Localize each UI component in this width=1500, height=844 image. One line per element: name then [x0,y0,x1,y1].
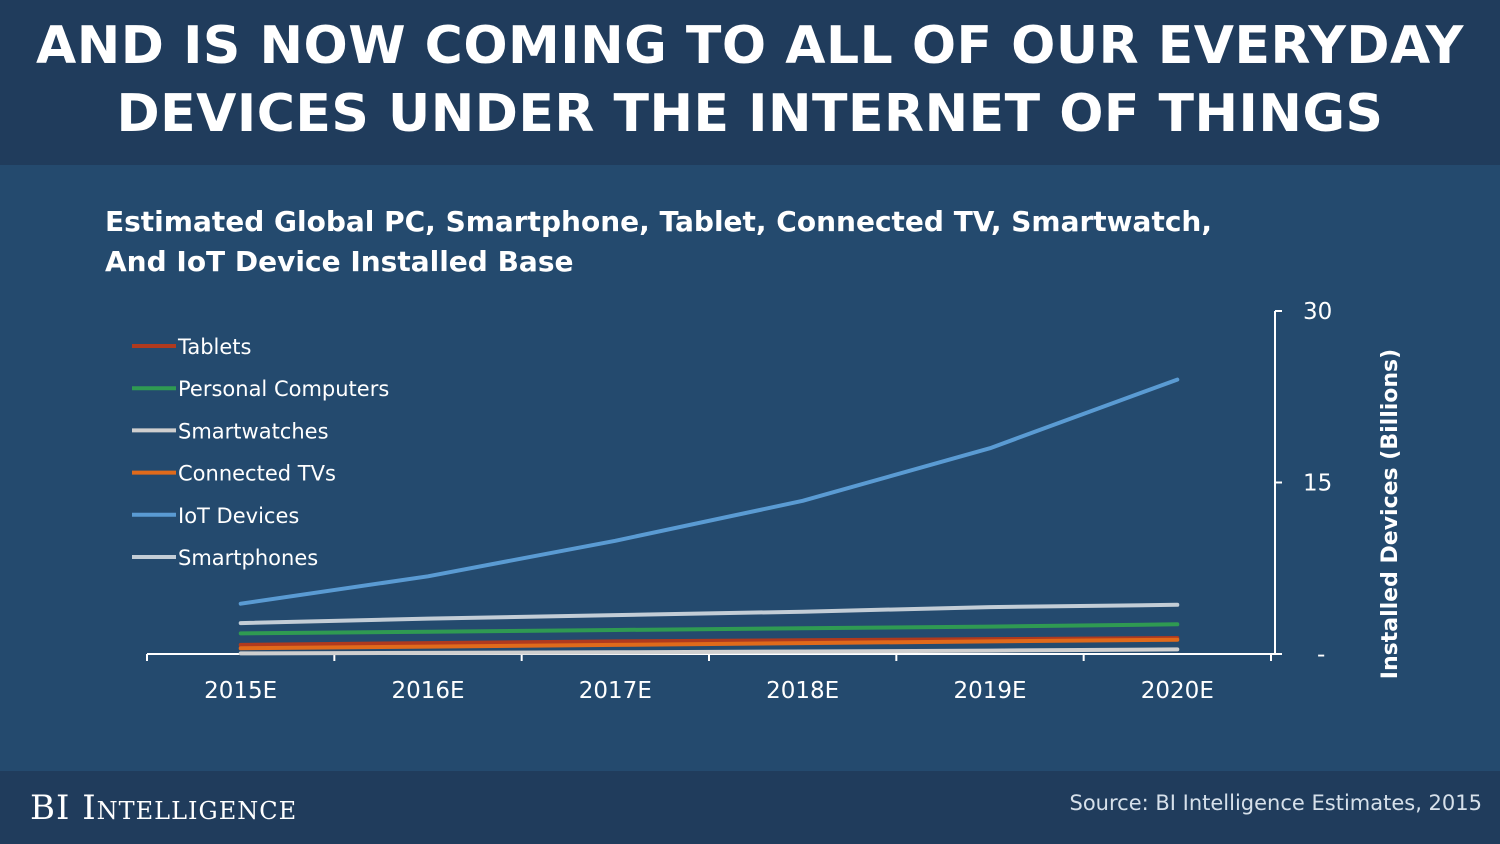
legend-label: Personal Computers [178,377,389,401]
series-line-connected-tvs [238,637,1180,651]
brand-logo: BI Intelligence [30,786,297,830]
chart-title: Estimated Global PC, Smartphone, Tablet,… [105,202,1212,282]
brand-text: BI Intelligence [30,788,298,828]
page-headline: AND IS NOW COMING TO ALL OF OUR EVERYDAY… [0,12,1500,148]
header-banner [0,0,1500,165]
headline-line-2: DEVICES UNDER THE INTERNET OF THINGS [116,84,1384,144]
headline-line-1: AND IS NOW COMING TO ALL OF OUR EVERYDAY [36,16,1464,76]
legend-label: Tablets [177,335,251,359]
x-tick-label: 2020E [1141,678,1214,704]
x-tick-label: 2019E [953,678,1026,704]
x-tick-label: 2016E [391,678,464,704]
series-line-tablets [238,636,1180,647]
y-axis-label: Installed Devices (Billions) [1378,349,1403,679]
y-tick-label: 15 [1303,471,1332,497]
x-tick-label: 2018E [766,678,839,704]
line-chart: 2015E 2016E 2017E 2018E 2019E 2020E 30 15 - Insta… [132,299,1403,704]
series-line-personal-computers [238,622,1180,636]
chart-title-line-1: Estimated Global PC, Smartphone, Tablet,… [105,205,1212,238]
series-line-iot-devices [238,377,1180,606]
series-line-smartwatches [238,647,1180,656]
source-note: Source: BI Intelligence Estimates, 2015 [1069,791,1482,815]
x-tick-label: 2015E [204,678,277,704]
y-tick-label: - [1317,642,1325,668]
chart-title-line-2: And IoT Device Installed Base [105,245,574,278]
y-tick-label: 30 [1303,299,1332,325]
legend-label: Smartwatches [178,419,329,443]
series-line-smartphones [238,602,1180,626]
legend-label: Connected TVs [178,462,336,486]
x-tick-label: 2017E [579,678,652,704]
footer-bar [0,771,1500,844]
legend-label: IoT Devices [178,504,299,528]
legend-label: Smartphones [178,546,318,570]
